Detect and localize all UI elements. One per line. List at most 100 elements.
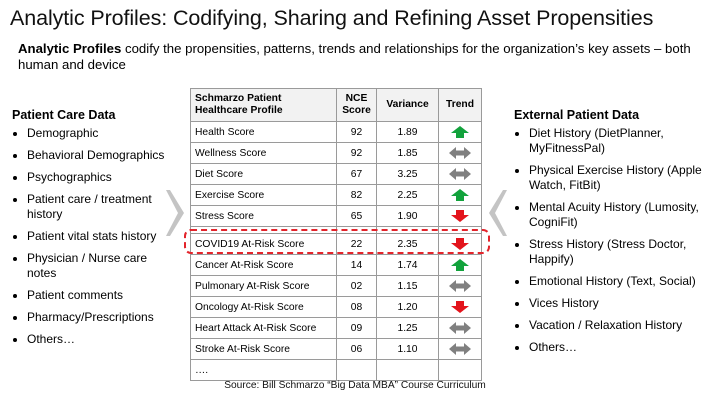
- table-row: Heart Attack At-Risk Score 09 1.25: [190, 317, 482, 339]
- score-cell: 02: [336, 275, 377, 297]
- header-profile: Schmarzo Patient Healthcare Profile: [190, 88, 337, 122]
- left-panel-item: Patient comments: [12, 288, 170, 303]
- trend-cell: [438, 142, 482, 164]
- left-panel-item: Pharmacy/Prescriptions: [12, 310, 170, 325]
- right-panel-item: Stress History (Stress Doctor, Happify): [514, 237, 704, 267]
- trend-cell: [438, 163, 482, 185]
- right-panel-list: Diet History (DietPlanner, MyFitnessPal)…: [514, 126, 704, 362]
- right-panel-item: Emotional History (Text, Social): [514, 274, 704, 289]
- profile-name-cell: Exercise Score: [190, 184, 337, 206]
- right-panel-item: Mental Acuity History (Lumosity, CogniFi…: [514, 200, 704, 230]
- variance-cell: 2.25: [376, 184, 439, 206]
- left-panel-title: Patient Care Data: [12, 108, 116, 122]
- trend-down-arrow-icon: [451, 238, 469, 250]
- variance-cell: 1.15: [376, 275, 439, 297]
- profile-name-cell: Stress Score: [190, 205, 337, 227]
- chevron-arrow-icon: [166, 190, 184, 236]
- table-row: Pulmonary At-Risk Score 02 1.15: [190, 275, 482, 297]
- intro-bold: Analytic Profiles: [18, 41, 122, 56]
- variance-cell: 1.74: [376, 254, 439, 276]
- trend-flat-double-arrow-icon: [449, 168, 471, 180]
- score-cell: 06: [336, 338, 377, 360]
- trend-down-arrow-icon: [451, 210, 469, 222]
- left-panel-item: Psychographics: [12, 170, 170, 185]
- profile-name-cell: ….: [190, 359, 337, 381]
- trend-cell: [438, 296, 482, 318]
- profile-name-cell: Diet Score: [190, 163, 337, 185]
- left-panel-item: Physician / Nurse care notes: [12, 251, 170, 281]
- table-row: Stroke At-Risk Score 06 1.10: [190, 338, 482, 360]
- table-row: Exercise Score 82 2.25: [190, 184, 482, 206]
- profile-name-cell: Wellness Score: [190, 142, 337, 164]
- right-panel-item: Diet History (DietPlanner, MyFitnessPal): [514, 126, 704, 156]
- left-panel-item: Behavioral Demographics: [12, 148, 170, 163]
- trend-cell: [438, 205, 482, 227]
- header-variance: Variance: [376, 88, 439, 122]
- chevron-arrow-icon: [489, 190, 507, 236]
- left-panel-item: Patient vital stats history: [12, 229, 170, 244]
- score-cell: 65: [336, 205, 377, 227]
- profile-name-cell: Stroke At-Risk Score: [190, 338, 337, 360]
- trend-up-arrow-icon: [451, 126, 469, 138]
- profile-name-cell: Oncology At-Risk Score: [190, 296, 337, 318]
- right-panel-item: Physical Exercise History (Apple Watch, …: [514, 163, 704, 193]
- profile-name-cell: Heart Attack At-Risk Score: [190, 317, 337, 339]
- left-panel-item: Patient care / treatment history: [12, 192, 170, 222]
- intro-rest: codify the propensities, patterns, trend…: [18, 41, 691, 72]
- profile-name-cell: Health Score: [190, 121, 337, 143]
- trend-flat-double-arrow-icon: [449, 280, 471, 292]
- score-cell: 14: [336, 254, 377, 276]
- header-score: NCE Score: [336, 88, 377, 122]
- trend-cell: [438, 184, 482, 206]
- healthcare-profile-table: Schmarzo Patient Healthcare Profile NCE …: [190, 88, 482, 381]
- table-row: ….: [190, 359, 482, 381]
- slide-title: Analytic Profiles: Codifying, Sharing an…: [10, 6, 654, 30]
- variance-cell: 3.25: [376, 163, 439, 185]
- trend-cell: [438, 338, 482, 360]
- trend-cell: [438, 121, 482, 143]
- trend-up-arrow-icon: [451, 259, 469, 271]
- score-cell: [336, 359, 377, 381]
- trend-flat-double-arrow-icon: [449, 343, 471, 355]
- score-cell: 08: [336, 296, 377, 318]
- trend-down-arrow-icon: [451, 301, 469, 313]
- variance-cell: [376, 359, 439, 381]
- header-score-line2: Score: [342, 105, 371, 116]
- profile-name-cell: Pulmonary At-Risk Score: [190, 275, 337, 297]
- right-panel-item: Others…: [514, 340, 704, 355]
- table-row: Diet Score 67 3.25: [190, 163, 482, 185]
- trend-cell: [438, 317, 482, 339]
- variance-cell: 1.85: [376, 142, 439, 164]
- trend-up-arrow-icon: [451, 189, 469, 201]
- left-panel-item: Demographic: [12, 126, 170, 141]
- table-row: Wellness Score 92 1.85: [190, 142, 482, 164]
- profile-name-cell: Cancer At-Risk Score: [190, 254, 337, 276]
- covid-highlight-box: [184, 229, 490, 254]
- variance-cell: 1.89: [376, 121, 439, 143]
- intro-text: Analytic Profiles codify the propensitie…: [18, 41, 698, 73]
- variance-cell: 1.10: [376, 338, 439, 360]
- table-row: Stress Score 65 1.90: [190, 205, 482, 227]
- score-cell: 92: [336, 142, 377, 164]
- variance-cell: 1.25: [376, 317, 439, 339]
- score-cell: 92: [336, 121, 377, 143]
- right-panel-item: Vices History: [514, 296, 704, 311]
- left-panel-item: Others…: [12, 332, 170, 347]
- source-note: Source: Bill Schmarzo “Big Data MBA” Cou…: [224, 380, 486, 391]
- header-profile-line1: Schmarzo Patient: [195, 93, 282, 104]
- table-row: Oncology At-Risk Score 08 1.20: [190, 296, 482, 318]
- score-cell: 09: [336, 317, 377, 339]
- right-panel-item: Vacation / Relaxation History: [514, 318, 704, 333]
- variance-cell: 1.20: [376, 296, 439, 318]
- trend-cell: [438, 254, 482, 276]
- table-header-row: Schmarzo Patient Healthcare Profile NCE …: [190, 88, 482, 122]
- trend-flat-double-arrow-icon: [449, 322, 471, 334]
- left-panel-list: Demographic Behavioral Demographics Psycho…: [12, 126, 170, 354]
- header-profile-line2: Healthcare Profile: [195, 105, 283, 116]
- score-cell: 67: [336, 163, 377, 185]
- trend-flat-double-arrow-icon: [449, 147, 471, 159]
- header-score-line1: NCE: [345, 93, 368, 104]
- variance-cell: 1.90: [376, 205, 439, 227]
- table-row: Cancer At-Risk Score 14 1.74: [190, 254, 482, 276]
- score-cell: 82: [336, 184, 377, 206]
